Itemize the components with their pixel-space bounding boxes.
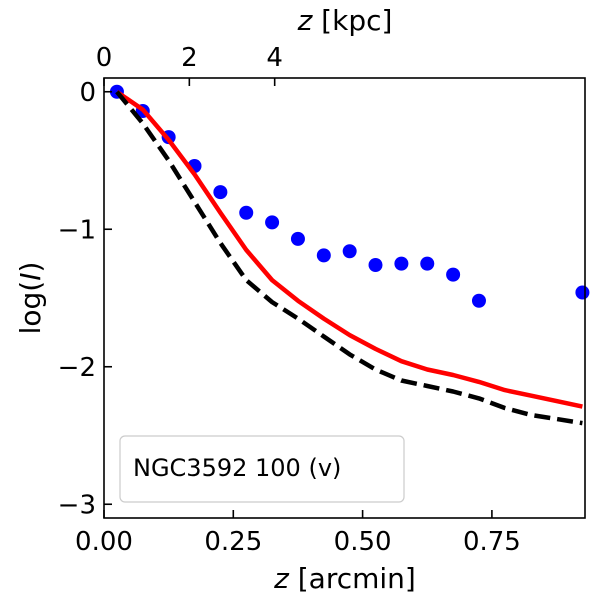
top-tick-label: 4	[266, 43, 283, 73]
data-point	[265, 215, 280, 230]
axes-frame	[103, 77, 586, 519]
data-point	[342, 244, 357, 259]
data-point	[213, 185, 228, 200]
data-point	[394, 256, 409, 271]
x-tick-label: 0.75	[463, 527, 521, 557]
series-layer	[109, 84, 590, 426]
top-tick-label: 0	[96, 43, 113, 73]
legend: NGC3592 100 (v)	[119, 435, 405, 503]
x-tick-label: 0.50	[334, 527, 392, 557]
y-tick-label: −1	[58, 215, 96, 245]
legend-box	[119, 435, 405, 503]
top-tick-label: 2	[181, 43, 198, 73]
x-axis-label: z [arcmin]	[273, 562, 416, 595]
data-point	[471, 293, 486, 308]
data-point	[420, 256, 435, 271]
y-tick-label: 0	[79, 78, 96, 108]
legend-text: NGC3592 100 (v)	[133, 454, 341, 482]
red-solid-line	[115, 89, 583, 409]
data-point	[316, 248, 331, 263]
data-point	[575, 285, 590, 300]
y-axis-label: log(I)	[14, 262, 47, 335]
data-point	[446, 267, 461, 282]
x-tick-label: 0.25	[204, 527, 262, 557]
y-tick-label: −3	[58, 490, 96, 520]
black-dashed-line	[115, 90, 583, 426]
y-tick-label: −2	[58, 353, 96, 383]
data-point	[290, 231, 305, 246]
top-x-axis-label: z [kpc]	[297, 4, 393, 37]
data-point	[239, 205, 254, 220]
data-point	[368, 258, 383, 272]
x-tick-label: 0.00	[75, 527, 133, 557]
tick-layer: 0.00 0.25 0.50 0.75 0 −1 −2 −3 0 2 4	[58, 43, 521, 557]
